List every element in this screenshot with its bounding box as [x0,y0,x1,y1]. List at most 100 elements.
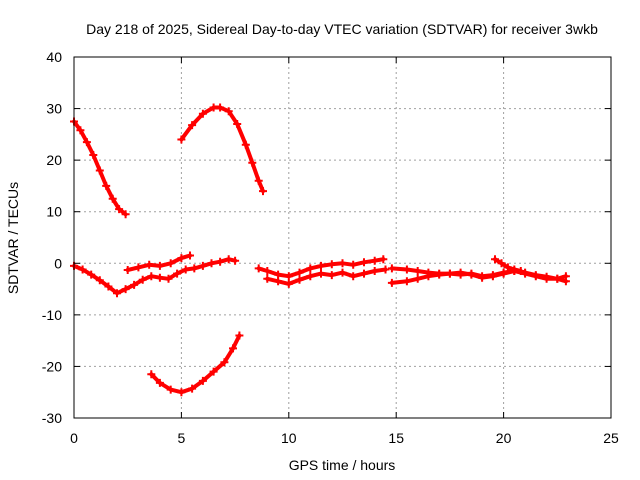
data-point [387,264,396,273]
data-point [503,263,512,272]
data-point [216,257,225,266]
data-point [147,272,156,281]
data-point [248,158,257,167]
y-tick-label: 10 [46,204,62,220]
y-tick-label: 40 [46,49,62,65]
series-arc-2 [177,103,267,196]
data-series [70,103,570,397]
data-point [317,269,325,278]
data-point [190,264,199,273]
data-point [177,135,186,144]
axis-ticks: 0 5 10 15 20 25 -30 -20 -10 0 10 20 30 40 [42,49,619,446]
data-point [224,255,233,264]
data-point [349,272,358,281]
data-point [229,344,237,353]
data-point [104,282,113,291]
data-point [147,370,156,379]
data-point [274,277,283,286]
data-point [123,266,132,274]
data-point [155,261,164,270]
series-arc-9 [387,264,570,283]
data-point [108,194,117,203]
x-tick-label: 5 [178,430,186,446]
series-arc-5 [123,251,194,274]
x-tick-label: 10 [281,430,297,446]
series-arc-7 [263,265,390,288]
y-tick-label: -20 [42,358,62,374]
data-point [89,151,98,159]
data-point [338,259,347,268]
data-point [478,273,487,282]
data-point [381,265,390,274]
data-point [306,272,315,281]
series-arc-3 [147,331,244,397]
data-point [467,270,476,279]
data-point [82,138,91,147]
data-point [360,269,368,278]
data-point [542,272,551,281]
data-point [166,259,175,268]
data-point [188,121,197,130]
data-point [284,279,293,288]
data-point [349,260,358,269]
data-point [413,274,422,283]
series-arc-10 [491,255,525,275]
data-point [435,269,444,278]
data-point [488,272,497,281]
data-point [233,120,242,128]
data-point [521,268,530,277]
data-point [531,271,540,280]
data-point [198,376,207,385]
data-point [231,256,240,265]
y-tick-label: 0 [54,255,62,271]
data-point [207,259,216,268]
y-tick-label: -10 [42,307,62,323]
data-point [134,263,143,272]
data-point [499,269,508,278]
data-point [327,271,336,280]
plot-frame [73,56,612,419]
data-point [177,254,186,263]
grid [74,57,611,418]
data-point [166,385,175,394]
data-point [254,176,263,185]
data-point [121,285,130,294]
data-point [402,277,411,286]
data-point [121,210,130,219]
data-point [138,275,147,284]
data-point [561,272,570,281]
x-tick-label: 25 [603,430,619,446]
data-point [155,378,164,387]
data-point [516,267,525,275]
data-point [445,269,454,278]
data-point [370,267,379,275]
data-point [235,331,244,340]
data-point [284,272,293,281]
data-point [181,265,190,274]
data-point [173,269,182,278]
data-point [497,259,506,268]
series-arc-1 [70,117,130,219]
data-point [306,264,315,273]
data-point [274,270,283,279]
data-point [295,275,304,284]
data-point [370,256,379,265]
data-point [338,268,347,277]
data-point [186,251,194,260]
data-point [76,126,85,135]
y-tick-label: -30 [42,410,62,426]
x-tick-label: 20 [496,430,512,446]
data-point [241,140,250,149]
data-point [259,187,267,196]
data-point [115,205,124,214]
data-point [491,255,499,264]
series-arc-4 [70,255,240,298]
data-point [553,274,562,283]
data-point [130,280,139,289]
data-point [220,358,229,367]
data-point [102,181,111,190]
data-point [95,276,104,285]
series-line [179,105,265,194]
series-line [149,333,242,395]
data-point [379,255,388,264]
